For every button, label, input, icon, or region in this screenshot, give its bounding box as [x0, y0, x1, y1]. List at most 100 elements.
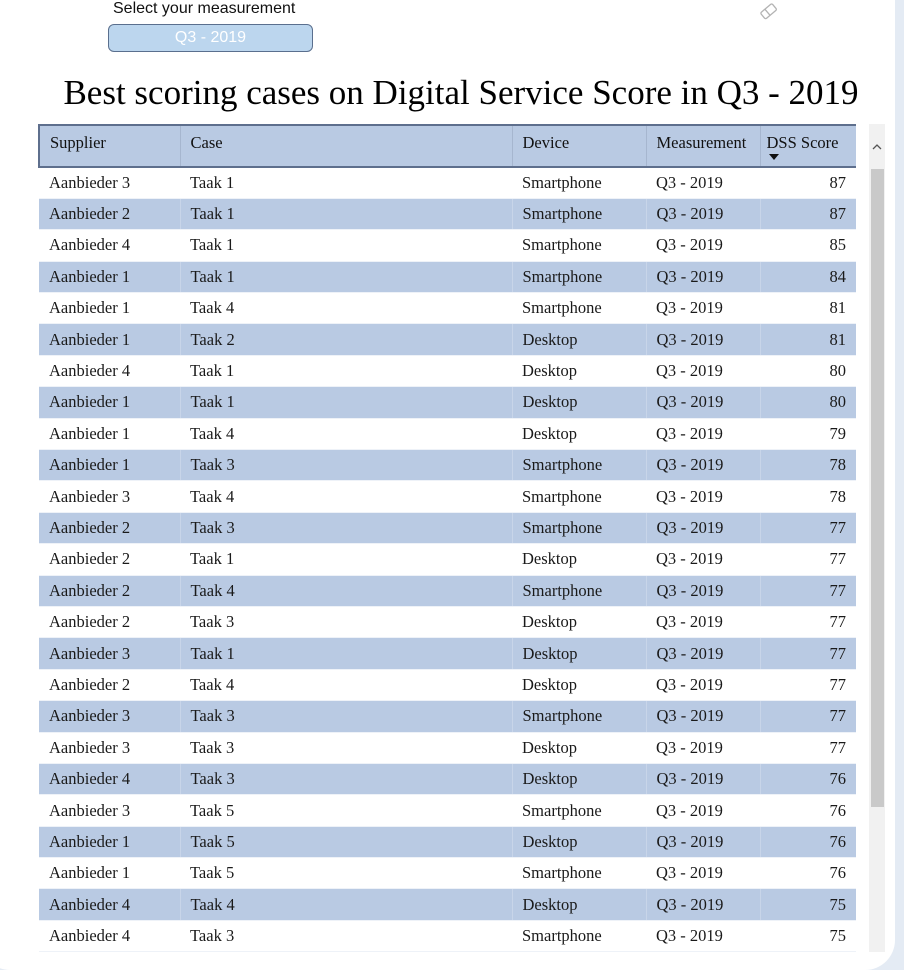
cell-device: Desktop	[512, 418, 646, 451]
cell-score: 77	[760, 669, 856, 702]
table-row[interactable]: Aanbieder 4 Taak 4 Desktop Q3 - 2019 75	[39, 888, 856, 921]
sort-descending-icon	[768, 154, 779, 160]
cell-supplier: Aanbieder 1	[39, 323, 180, 356]
cell-case: Taak 1	[179, 637, 512, 670]
cell-measurement: Q3 - 2019	[645, 637, 760, 670]
cell-device: Smartphone	[512, 292, 646, 325]
cell-measurement: Q3 - 2019	[646, 732, 760, 764]
cell-case: Taak 1	[180, 355, 512, 388]
table-row[interactable]: Aanbieder 1 Taak 1 Desktop Q3 - 2019 80	[39, 386, 856, 419]
cell-device: Desktop	[512, 669, 646, 702]
table-row[interactable]: Aanbieder 2 Taak 1 Desktop Q3 - 2019 77	[39, 543, 856, 576]
cell-score: 80	[759, 386, 856, 419]
column-header-supplier[interactable]: Supplier	[38, 124, 180, 168]
cell-case: Taak 3	[180, 920, 512, 952]
cell-score: 77	[759, 512, 856, 545]
table-row[interactable]: Aanbieder 2 Taak 3 Smartphone Q3 - 2019 77	[39, 512, 856, 545]
table-row[interactable]: Aanbieder 3 Taak 5 Smartphone Q3 - 2019 76	[39, 794, 856, 827]
cell-device: Desktop	[511, 763, 646, 796]
table-row[interactable]: Aanbieder 3 Taak 3 Smartphone Q3 - 2019 77	[39, 700, 856, 733]
cell-measurement: Q3 - 2019	[646, 543, 760, 576]
column-header-dss-score[interactable]: DSS Score	[759, 124, 856, 168]
scores-table: Supplier Case Device Measurement DSS Sco…	[38, 124, 856, 952]
cell-case: Taak 1	[180, 229, 512, 262]
cell-measurement: Q3 - 2019	[645, 261, 760, 294]
table-row[interactable]: Aanbieder 2 Taak 4 Desktop Q3 - 2019 77	[39, 669, 856, 702]
cell-score: 87	[759, 198, 856, 231]
column-header-measurement[interactable]: Measurement	[645, 124, 760, 168]
table-row[interactable]: Aanbieder 4 Taak 1 Desktop Q3 - 2019 80	[39, 355, 856, 388]
table-row[interactable]: Aanbieder 1 Taak 3 Smartphone Q3 - 2019 78	[39, 449, 856, 482]
cell-device: Desktop	[512, 606, 646, 639]
clear-selections-button[interactable]	[758, 1, 780, 21]
cell-case: Taak 1	[180, 167, 512, 199]
cell-score: 77	[759, 575, 856, 607]
column-header-device[interactable]: Device	[511, 124, 646, 168]
table-row[interactable]: Aanbieder 1 Taak 2 Desktop Q3 - 2019 81	[39, 323, 856, 356]
cell-score: 81	[759, 323, 856, 356]
cell-score: 84	[759, 261, 856, 294]
cell-score: 76	[759, 826, 856, 859]
cell-supplier: Aanbieder 3	[39, 637, 180, 670]
cell-score: 79	[760, 418, 856, 451]
table-row[interactable]: Aanbieder 2 Taak 1 Smartphone Q3 - 2019 87	[39, 198, 856, 231]
cell-measurement: Q3 - 2019	[646, 418, 760, 451]
table-row[interactable]: Aanbieder 4 Taak 1 Smartphone Q3 - 2019 85	[39, 229, 856, 262]
cell-case: Taak 4	[180, 480, 512, 513]
table-row[interactable]: Aanbieder 1 Taak 1 Smartphone Q3 - 2019 84	[39, 261, 856, 294]
cell-supplier: Aanbieder 1	[39, 292, 180, 325]
page-title: Best scoring cases on Digital Service Sc…	[63, 73, 859, 112]
table-row[interactable]: Aanbieder 1 Taak 5 Smartphone Q3 - 2019 76	[39, 857, 856, 890]
cell-measurement: Q3 - 2019	[645, 512, 760, 545]
cell-case: Taak 3	[180, 732, 512, 764]
table-row[interactable]: Aanbieder 3 Taak 1 Desktop Q3 - 2019 77	[39, 637, 856, 670]
cell-device: Desktop	[511, 386, 646, 419]
cell-device: Smartphone	[511, 700, 646, 733]
cell-supplier: Aanbieder 2	[39, 512, 180, 545]
table-header-row: Supplier Case Device Measurement DSS Sco…	[38, 124, 856, 168]
table-row[interactable]: Aanbieder 3 Taak 3 Desktop Q3 - 2019 77	[39, 732, 856, 764]
column-header-case[interactable]: Case	[179, 124, 512, 168]
cell-supplier: Aanbieder 4	[39, 355, 180, 388]
measurement-slicer-dropdown[interactable]: Q3 - 2019	[108, 24, 313, 52]
table-row[interactable]: Aanbieder 1 Taak 4 Smartphone Q3 - 2019 81	[39, 292, 856, 325]
table-row[interactable]: Aanbieder 2 Taak 4 Smartphone Q3 - 2019 77	[39, 575, 856, 607]
table-row[interactable]: Aanbieder 4 Taak 3 Desktop Q3 - 2019 76	[39, 763, 856, 796]
cell-measurement: Q3 - 2019	[645, 449, 760, 482]
cell-device: Smartphone	[512, 920, 646, 952]
table-row[interactable]: Aanbieder 4 Taak 3 Smartphone Q3 - 2019 75	[39, 920, 856, 952]
cell-device: Smartphone	[512, 480, 646, 513]
cell-measurement: Q3 - 2019	[646, 669, 760, 702]
cell-device: Smartphone	[511, 512, 646, 545]
cell-supplier: Aanbieder 2	[39, 198, 180, 231]
cell-case: Taak 4	[180, 292, 512, 325]
cell-supplier: Aanbieder 1	[39, 261, 180, 294]
cell-score: 77	[760, 732, 856, 764]
cell-case: Taak 3	[179, 449, 512, 482]
table-row[interactable]: Aanbieder 3 Taak 4 Smartphone Q3 - 2019 78	[39, 480, 856, 513]
cell-device: Desktop	[511, 888, 646, 921]
cell-supplier: Aanbieder 4	[39, 763, 180, 796]
slicer-selected-value: Q3 - 2019	[174, 29, 247, 46]
scroll-up-button[interactable]	[869, 124, 885, 168]
table-vertical-scrollbar[interactable]	[869, 124, 885, 952]
cell-device: Desktop	[512, 543, 646, 576]
scrollbar-thumb[interactable]	[871, 169, 884, 807]
cell-case: Taak 4	[180, 418, 512, 451]
cell-score: 85	[760, 229, 856, 262]
cell-score: 76	[760, 794, 856, 827]
cell-device: Smartphone	[512, 794, 646, 827]
cell-measurement: Q3 - 2019	[646, 355, 760, 388]
cell-score: 87	[760, 167, 856, 199]
table-row[interactable]: Aanbieder 1 Taak 5 Desktop Q3 - 2019 76	[39, 826, 856, 859]
cell-supplier: Aanbieder 3	[39, 732, 180, 764]
table-row[interactable]: Aanbieder 3 Taak 1 Smartphone Q3 - 2019 87	[39, 167, 856, 199]
cell-device: Smartphone	[511, 449, 646, 482]
cell-case: Taak 1	[179, 386, 512, 419]
cell-device: Smartphone	[512, 857, 646, 890]
cell-measurement: Q3 - 2019	[645, 386, 760, 419]
table-row[interactable]: Aanbieder 1 Taak 4 Desktop Q3 - 2019 79	[39, 418, 856, 451]
cell-measurement: Q3 - 2019	[646, 167, 760, 199]
cell-measurement: Q3 - 2019	[645, 323, 760, 356]
table-row[interactable]: Aanbieder 2 Taak 3 Desktop Q3 - 2019 77	[39, 606, 856, 639]
